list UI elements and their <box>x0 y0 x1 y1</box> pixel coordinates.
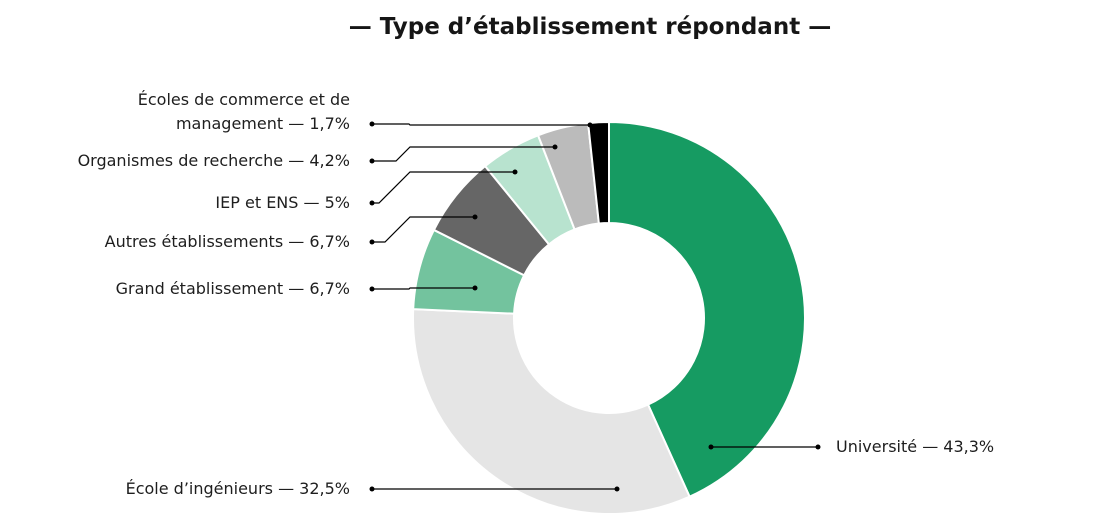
leader-line <box>372 146 555 162</box>
category-name: IEP et ENS <box>215 193 299 212</box>
label-separator: — <box>922 437 939 456</box>
label-separator: — <box>288 151 305 170</box>
leader-dot <box>369 486 375 492</box>
donut-slice <box>608 120 806 498</box>
label-separator: — <box>288 279 305 298</box>
label-separator: — <box>288 114 305 133</box>
value-label: 6,7% <box>309 279 350 298</box>
leader-line <box>372 123 590 126</box>
slice-label: Autres établissements — 6,7% <box>0 230 350 254</box>
leader-dot <box>512 169 518 175</box>
category-name: Université <box>836 437 918 456</box>
leader-dot <box>587 122 593 128</box>
leader-dot <box>708 444 714 450</box>
value-label: 43,3% <box>943 437 995 456</box>
leader-dot <box>369 158 375 164</box>
slice-label: Écoles de commerce et de management — 1,… <box>110 88 350 136</box>
leader-line <box>372 287 475 290</box>
leader-dot <box>369 121 375 127</box>
leader-dot <box>369 200 375 206</box>
leader-dot <box>472 285 478 291</box>
category-name: Écoles de commerce et de management <box>137 90 350 133</box>
category-name: Grand établissement <box>115 279 284 298</box>
slice-label: École d’ingénieurs — 32,5% <box>0 477 350 501</box>
category-name: École d’ingénieurs <box>125 479 273 498</box>
donut-slice <box>412 308 691 514</box>
leader-line <box>372 171 515 204</box>
leader-dot <box>369 239 375 245</box>
slice-label: Grand établissement — 6,7% <box>0 277 350 301</box>
leader-dot <box>369 286 375 292</box>
label-separator: — <box>303 193 320 212</box>
category-name: Autres établissements <box>104 232 284 251</box>
label-separator: — <box>278 479 295 498</box>
leader-dot <box>815 444 821 450</box>
leader-dot <box>552 144 558 150</box>
chart-title: — Type d’établissement répondant — <box>348 14 832 40</box>
value-label: 6,7% <box>309 232 350 251</box>
leader-dot <box>614 486 620 492</box>
slice-label: IEP et ENS — 5% <box>0 191 350 215</box>
slice-label: Organismes de recherche — 4,2% <box>0 149 350 173</box>
value-label: 4,2% <box>309 151 350 170</box>
donut-slice <box>587 120 610 225</box>
value-label: 5% <box>324 193 350 212</box>
value-label: 1,7% <box>309 114 350 133</box>
leader-line <box>372 216 475 243</box>
value-label: 32,5% <box>299 479 350 498</box>
label-separator: — <box>288 232 305 251</box>
category-name: Organismes de recherche <box>77 151 284 170</box>
leader-dot <box>472 214 478 220</box>
slice-label: Université — 43,3% <box>836 435 994 459</box>
